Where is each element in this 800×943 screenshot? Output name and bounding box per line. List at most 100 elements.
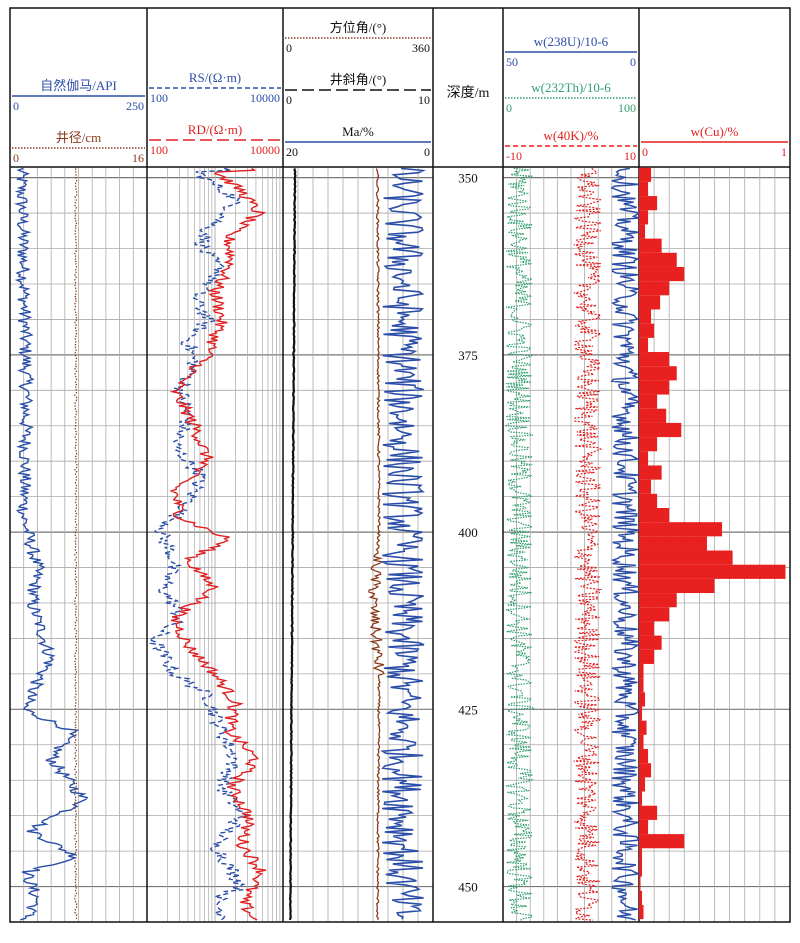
cu-bar: [639, 479, 652, 494]
cu-bar: [639, 706, 643, 721]
cu-bar: [639, 649, 655, 664]
legend-min: 0: [286, 41, 292, 55]
cu-bar: [639, 578, 715, 594]
legend-label: 井径/cm: [56, 130, 102, 145]
cu-bar: [639, 890, 643, 905]
depth-tick-label: 425: [458, 702, 478, 717]
cu-bar: [639, 337, 649, 353]
cu-bar: [639, 550, 733, 565]
azimuth-curve-path: [368, 168, 385, 921]
legend-1-1: RD/(Ω·m) 100 10000: [149, 122, 281, 157]
legend-label: w(238U)/10-6: [534, 34, 609, 49]
u-curve: [610, 167, 641, 921]
legend-0-1: 井径/cm 0 16: [12, 130, 145, 165]
legend-min: 0: [286, 93, 292, 107]
cu-bar: [639, 876, 641, 891]
legend-label: w(232Th)/10-6: [531, 80, 611, 95]
cu-bar: [639, 536, 707, 551]
outer-frame: [9, 7, 791, 923]
legend-2-1: 井斜角/(°) 0 10: [285, 72, 431, 107]
rd-curve: [169, 167, 267, 921]
cu-bar: [639, 848, 643, 863]
cu-bars: [639, 167, 786, 920]
depth-tick-label: 350: [458, 171, 478, 186]
cu-bar: [639, 465, 662, 480]
cu-bar: [639, 266, 685, 282]
cu-bar: [639, 734, 644, 750]
cu-bar: [639, 635, 662, 650]
u-curve-path: [610, 167, 641, 921]
cu-bar: [639, 607, 670, 622]
caliper-curve: [73, 168, 78, 921]
cu-bar: [639, 422, 682, 438]
legend-2-2: Ma/% 20 0: [285, 124, 431, 159]
legend-min: 50: [506, 55, 518, 69]
legend-min: 0: [642, 145, 648, 159]
legend-min: 100: [150, 91, 168, 105]
cu-bar: [639, 763, 652, 778]
depth-axis-label: 深度/m: [447, 85, 490, 101]
legend-max: 100: [618, 101, 636, 115]
legend-max: 250: [126, 99, 144, 113]
legend-min: -10: [506, 149, 522, 163]
cu-bar: [639, 791, 643, 806]
rd-curve-path: [169, 167, 267, 921]
legend-3-1: w(232Th)/10-6 0 100: [505, 80, 637, 115]
legend-label: RS/(Ω·m): [189, 70, 241, 85]
cu-bar: [639, 904, 644, 920]
cu-bar: [639, 522, 723, 537]
cu-bar: [639, 777, 646, 792]
legend-max: 10: [624, 149, 636, 163]
cu-bar: [639, 380, 670, 395]
legend-label: 自然伽马/API: [40, 78, 117, 93]
cu-bar: [639, 181, 649, 197]
cu-bar: [639, 493, 658, 508]
cu-bar: [639, 593, 677, 608]
cu-bar: [639, 451, 649, 466]
legend-min: 100: [150, 143, 168, 157]
cu-bar: [639, 819, 649, 835]
ma-curve: [379, 167, 426, 920]
depth-tick-label: 450: [458, 880, 478, 895]
legend-0-0: 自然伽马/API 0 250: [12, 78, 145, 113]
cu-bar: [639, 663, 644, 679]
legend-label: 井斜角/(°): [330, 72, 386, 87]
cu-bar: [639, 564, 786, 579]
legend-max: 0: [424, 145, 430, 159]
cu-bar: [639, 678, 644, 693]
cu-bar: [639, 210, 649, 225]
th-curve-path: [504, 167, 535, 921]
caliper-curve-path: [73, 168, 78, 921]
legend-max: 1: [781, 145, 787, 159]
cu-bar: [639, 749, 649, 764]
cu-bar: [639, 692, 646, 707]
cu-bar: [639, 834, 685, 849]
legend-min: 0: [13, 151, 19, 165]
legend-3-2: w(40K)/% -10 10: [505, 128, 637, 163]
depth-tick-label: 400: [458, 525, 478, 540]
legend-label: 方位角/(°): [330, 20, 386, 35]
legend-max: 16: [132, 151, 144, 165]
rs-curve-path: [147, 167, 248, 921]
inclination-curve-path: [288, 168, 297, 921]
cu-bar: [639, 437, 658, 452]
cu-bar: [639, 507, 670, 523]
cu-bar: [639, 352, 670, 367]
legend-max: 10000: [250, 91, 280, 105]
gamma-curve: [13, 167, 89, 921]
legend-max: 10000: [250, 143, 280, 157]
legend-3-0: w(238U)/10-6 50 0: [505, 34, 637, 69]
inclination-curve: [288, 168, 297, 921]
th-curve: [504, 167, 535, 921]
legend-label: Ma/%: [342, 124, 374, 139]
legend-max: 360: [412, 41, 430, 55]
legend-min: 0: [506, 101, 512, 115]
legend-2-0: 方位角/(°) 0 360: [285, 20, 431, 55]
k-curve-path: [573, 167, 603, 921]
legend-min: 20: [286, 145, 298, 159]
legend-label: w(40K)/%: [544, 128, 599, 143]
cu-bar: [639, 720, 647, 735]
cu-bar: [639, 224, 646, 239]
